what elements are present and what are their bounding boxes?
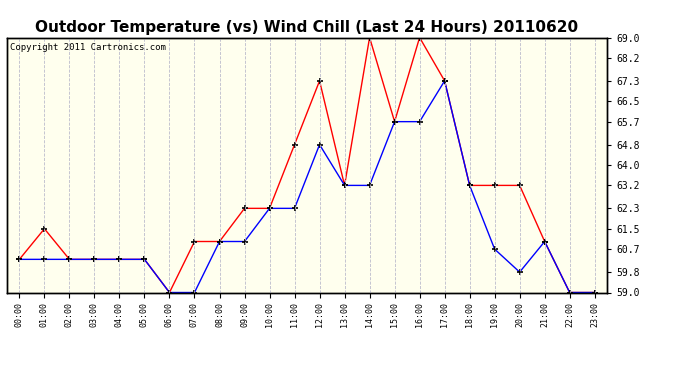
Text: Copyright 2011 Cartronics.com: Copyright 2011 Cartronics.com <box>10 43 166 52</box>
Title: Outdoor Temperature (vs) Wind Chill (Last 24 Hours) 20110620: Outdoor Temperature (vs) Wind Chill (Las… <box>35 20 579 35</box>
